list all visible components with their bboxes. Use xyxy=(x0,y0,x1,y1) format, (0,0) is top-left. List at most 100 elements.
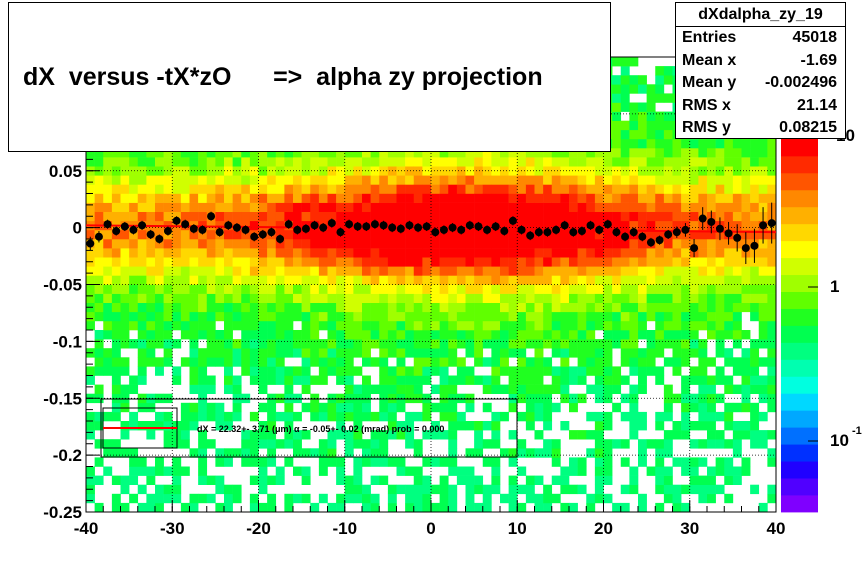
heatmap-cell xyxy=(456,330,466,340)
heatmap-cell xyxy=(465,348,475,358)
heatmap-cell xyxy=(663,239,673,249)
heatmap-cell xyxy=(543,148,553,158)
heatmap-cell xyxy=(620,75,630,85)
heatmap-cell xyxy=(336,166,346,176)
heatmap-cell xyxy=(603,202,613,212)
heatmap-cell xyxy=(275,175,285,185)
heatmap-cell xyxy=(318,411,328,422)
heatmap-cell xyxy=(396,302,406,313)
heatmap-cell xyxy=(655,466,665,476)
heatmap-cell xyxy=(163,275,173,285)
heatmap-cell xyxy=(689,266,699,276)
heatmap-cell xyxy=(525,448,535,458)
x-tick-label: 30 xyxy=(680,519,699,538)
heatmap-cell xyxy=(293,202,302,212)
heatmap-cell xyxy=(672,248,682,258)
profile-point xyxy=(569,228,578,237)
heatmap-cell xyxy=(258,148,268,158)
heatmap-cell xyxy=(551,366,561,376)
heatmap-cell xyxy=(103,284,113,294)
heatmap-cell xyxy=(715,457,725,467)
heatmap-cell xyxy=(353,148,363,158)
heatmap-cell xyxy=(353,384,363,394)
heatmap-cell xyxy=(543,239,553,249)
heatmap-cell xyxy=(258,266,268,276)
heatmap-cell xyxy=(767,384,777,394)
heatmap-cell xyxy=(629,193,639,203)
heatmap-cell xyxy=(379,175,389,185)
heatmap-cell xyxy=(249,366,259,376)
heatmap-cell xyxy=(767,284,777,294)
heatmap-cell xyxy=(94,175,104,185)
heatmap-cell xyxy=(439,393,449,404)
heatmap-cell xyxy=(172,275,182,285)
heatmap-cell xyxy=(103,211,113,222)
heatmap-cell xyxy=(422,175,432,185)
heatmap-cell xyxy=(137,229,147,240)
heatmap-cell xyxy=(86,466,95,476)
heatmap-cell xyxy=(577,330,587,340)
heatmap-cell xyxy=(405,484,415,495)
heatmap-cell xyxy=(180,357,190,367)
heatmap-cell xyxy=(663,484,673,495)
heatmap-cell xyxy=(620,457,630,467)
heatmap-cell xyxy=(353,193,363,203)
heatmap-cell xyxy=(612,57,622,67)
heatmap-cell xyxy=(94,311,104,322)
heatmap-cell xyxy=(603,266,613,276)
heatmap-cell xyxy=(732,421,742,431)
heatmap-cell xyxy=(155,193,164,203)
heatmap-cell xyxy=(560,366,570,376)
heatmap-cell xyxy=(267,166,277,176)
heatmap-cell xyxy=(448,375,458,385)
heatmap-cell xyxy=(318,293,328,303)
profile-point xyxy=(258,230,267,239)
heatmap-cell xyxy=(491,229,501,240)
heatmap-cell xyxy=(517,302,527,313)
heatmap-cell xyxy=(612,193,622,203)
y-tick-label: -0.15 xyxy=(43,389,82,408)
heatmap-cell xyxy=(249,375,259,385)
heatmap-cell xyxy=(508,366,518,376)
heatmap-cell xyxy=(353,248,363,258)
heatmap-cell xyxy=(448,402,458,413)
heatmap-cell xyxy=(396,211,406,222)
heatmap-cell xyxy=(232,248,242,258)
heatmap-cell xyxy=(534,348,544,358)
heatmap-cell xyxy=(422,484,432,495)
heatmap-cell xyxy=(293,430,302,440)
heatmap-cell xyxy=(517,366,527,376)
heatmap-cell xyxy=(413,211,423,222)
heatmap-cell xyxy=(707,393,716,404)
heatmap-cell xyxy=(491,311,501,322)
heatmap-cell xyxy=(603,448,613,458)
heatmap-cell xyxy=(525,157,535,167)
heatmap-cell xyxy=(491,357,501,367)
heatmap-cell xyxy=(215,266,225,276)
heatmap-cell xyxy=(491,302,501,313)
heatmap-cell xyxy=(629,75,639,85)
heatmap-cell xyxy=(612,157,622,167)
heatmap-cell xyxy=(422,430,432,440)
heatmap-cell xyxy=(707,193,716,203)
heatmap-cell xyxy=(180,257,190,267)
heatmap-cell xyxy=(750,175,760,185)
heatmap-cell xyxy=(465,311,475,322)
heatmap-cell xyxy=(267,430,277,440)
heatmap-cell xyxy=(724,193,734,203)
heatmap-cell xyxy=(129,184,139,194)
heatmap-cell xyxy=(646,202,656,212)
heatmap-cell xyxy=(663,148,673,158)
heatmap-cell xyxy=(534,330,544,340)
heatmap-cell xyxy=(594,148,604,158)
heatmap-cell xyxy=(318,448,328,458)
heatmap-cell xyxy=(655,439,665,449)
heatmap-cell xyxy=(362,302,371,313)
heatmap-cell xyxy=(275,284,285,294)
heatmap-cell xyxy=(638,239,647,249)
heatmap-cell xyxy=(405,166,415,176)
heatmap-cell xyxy=(267,193,277,203)
heatmap-cell xyxy=(155,330,164,340)
heatmap-cell xyxy=(198,430,208,440)
